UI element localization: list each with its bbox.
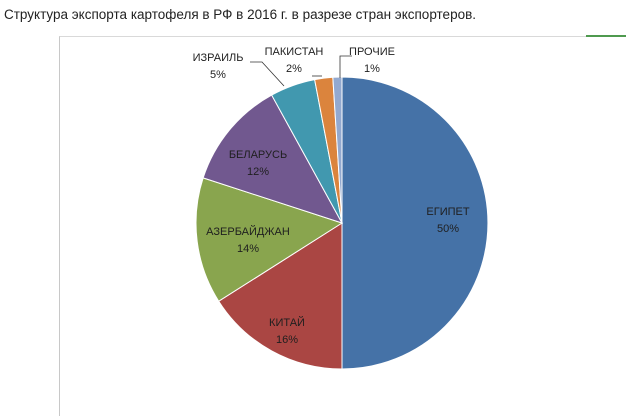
slice-percent-label-1: 50% [437, 223, 459, 235]
slice-percent-label-5: 5% [210, 69, 226, 81]
chart-corner-mark [586, 35, 626, 37]
slice-percent-label-6: 2% [286, 63, 302, 75]
pie-slice-3 [195, 177, 344, 302]
chart-title: Структура экспорта картофеля в РФ в 2016… [4, 7, 477, 22]
slice-percent-label-4: 12% [247, 166, 269, 178]
pie-slice-1 [341, 76, 489, 370]
pie-slice-2 [218, 222, 343, 370]
leader-line-7 [339, 55, 352, 78]
pie-slice-7 [332, 76, 343, 224]
slice-percent-label-7: 1% [364, 63, 380, 75]
slice-name-label-5: ИЗРАИЛЬ [193, 52, 244, 64]
pie-chart: ЕГИПЕТ 50% КИТАЙ 16% АЗЕРБАЙДЖАН 14% БЕЛАРУСЬ 1… [193, 46, 489, 370]
leader-line-5 [250, 61, 285, 87]
slice-name-label-2: КИТАЙ [269, 316, 305, 329]
slice-name-label-7: ПРОЧИЕ [349, 46, 395, 58]
slice-name-label-3: АЗЕРБАЙДЖАН [206, 225, 290, 238]
slice-percent-label-2: 16% [276, 334, 298, 346]
slice-name-label-6: ПАКИСТАН [265, 46, 324, 58]
slice-name-label-1: ЕГИПЕТ [426, 206, 469, 218]
slice-name-label-4: БЕЛАРУСЬ [229, 149, 287, 161]
pie-slice-4 [202, 94, 344, 224]
chart-area-frame [59, 36, 625, 416]
slice-percent-label-3: 14% [237, 243, 259, 255]
